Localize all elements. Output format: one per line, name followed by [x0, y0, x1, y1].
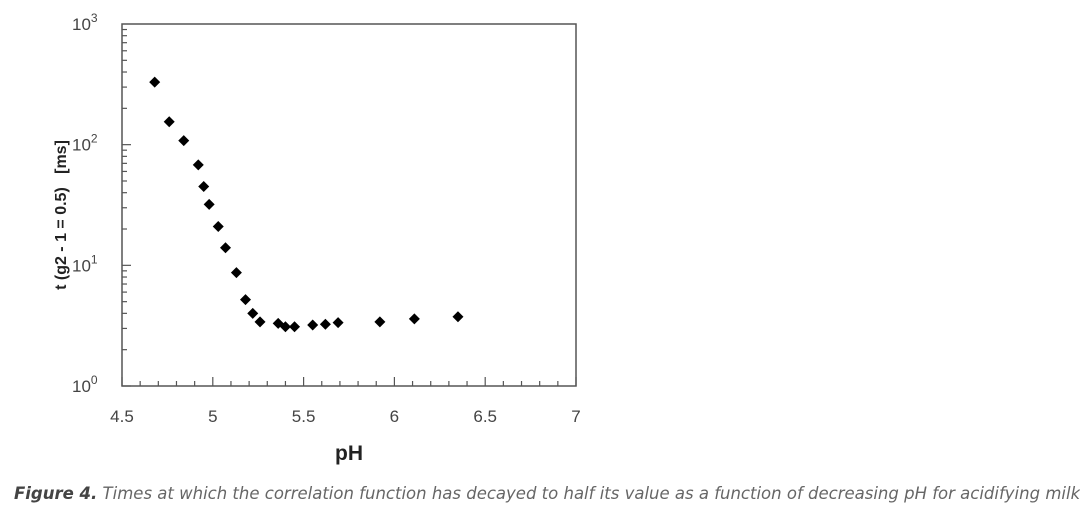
y-tick-base: 10 — [72, 377, 91, 396]
y-tick-exponent: 3 — [91, 11, 98, 25]
data-point — [192, 159, 204, 171]
data-point — [452, 311, 464, 323]
y-tick-label: 103 — [72, 11, 98, 34]
data-point — [254, 316, 266, 328]
data-point — [178, 135, 190, 147]
y-tick-base: 10 — [72, 136, 91, 155]
data-point — [408, 313, 420, 325]
x-tick-label: 5.5 — [292, 407, 316, 426]
data-point — [289, 321, 301, 333]
data-point — [198, 181, 210, 193]
figure-caption: Figure 4. Times at which the correlation… — [14, 484, 1080, 503]
data-point — [230, 267, 242, 279]
y-tick-base: 10 — [72, 256, 91, 275]
data-point — [220, 242, 232, 254]
y-axis-ticks — [122, 28, 131, 387]
data-point — [203, 198, 215, 210]
x-tick-label: 5 — [208, 407, 217, 426]
x-tick-label: 7 — [571, 407, 580, 426]
y-axis-title: t (g2 - 1 = 0.5) [ms] — [53, 140, 70, 290]
data-point — [247, 307, 259, 319]
x-tick-label: 6 — [390, 407, 399, 426]
caption-text: Times at which the correlation function … — [97, 484, 1080, 503]
y-tick-label: 100 — [72, 373, 98, 396]
figure-label: Figure 4. — [14, 484, 98, 503]
x-axis-ticks — [121, 377, 577, 386]
y-tick-exponent: 0 — [91, 373, 98, 387]
data-point — [279, 321, 291, 333]
data-point — [163, 116, 175, 128]
data-point — [212, 220, 224, 232]
x-axis-tick-labels: 4.5 5 5.5 6 6.5 7 — [110, 407, 581, 426]
plot-frame — [121, 23, 577, 387]
data-point — [319, 318, 331, 330]
x-axis-title: pH — [335, 442, 363, 465]
x-tick-label: 4.5 — [110, 407, 134, 426]
y-tick-exponent: 2 — [91, 132, 98, 146]
y-tick-exponent: 1 — [91, 252, 98, 266]
data-point — [149, 76, 161, 88]
data-point — [239, 294, 251, 306]
data-point — [332, 317, 344, 329]
y-tick-label: 102 — [72, 132, 98, 155]
y-tick-label: 101 — [72, 252, 98, 275]
data-point — [307, 319, 319, 331]
data-markers — [149, 76, 464, 333]
data-point — [374, 316, 386, 328]
y-tick-base: 10 — [72, 15, 91, 34]
x-tick-label: 6.5 — [473, 407, 497, 426]
